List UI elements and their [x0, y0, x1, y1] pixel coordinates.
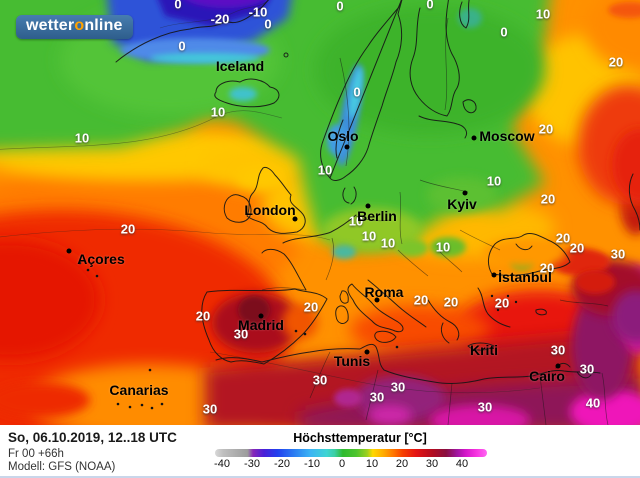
contour-label: 0 — [264, 16, 272, 32]
contour-label: 20 — [303, 299, 319, 315]
contour-label: 20 — [555, 230, 571, 246]
city-label: Oslo — [327, 128, 359, 144]
city-dot — [292, 216, 298, 222]
contour-label: 20 — [608, 54, 624, 70]
contour-label: 20 — [443, 294, 459, 310]
coastlines — [115, 0, 640, 384]
city-label: Kyiv — [447, 196, 477, 212]
city-dot — [471, 135, 477, 141]
city-label: Berlin — [357, 208, 397, 224]
contour-label: 40 — [585, 395, 601, 411]
model-run-label: Fr 00 +66h — [8, 448, 64, 460]
city-dot — [344, 144, 350, 150]
city-dot — [462, 190, 468, 196]
city-dot — [364, 349, 370, 355]
contour-label: 10 — [380, 235, 396, 251]
logo-text-part2: nline — [84, 17, 123, 34]
contour-label: 30 — [369, 389, 385, 405]
temperature-map[interactable]: 0 -10 -20 0 0 0 0 10 0 0 10 10 20 20 10 10 20 20 10 10 10 10 2… — [0, 0, 640, 425]
contour-label: 30 — [550, 342, 566, 358]
contour-label: 10 — [317, 162, 333, 178]
contour-label: 0 — [500, 24, 508, 40]
wetteronline-logo[interactable]: wetteronline — [16, 15, 133, 39]
legend-tick-label: -10 — [304, 458, 320, 470]
model-name-label: Modell: GFS (NOAA) — [8, 461, 116, 473]
contour-label: 10 — [486, 173, 502, 189]
contour-label: 0 — [426, 0, 434, 12]
legend-tick-label: 0 — [338, 458, 346, 470]
logo-accent-letter: o — [74, 17, 85, 34]
contour-label: 10 — [210, 104, 226, 120]
contour-label: 30 — [202, 401, 218, 417]
city-label: Açores — [77, 251, 125, 267]
city-dot — [555, 363, 561, 369]
legend-tick-label: 20 — [395, 458, 409, 470]
contour-label: 30 — [233, 326, 249, 342]
city-label: Tunis — [333, 353, 371, 369]
contour-label: 30 — [579, 361, 595, 377]
contour-label: 0 — [336, 0, 344, 14]
island-dots — [78, 261, 518, 410]
contour-label: 0 — [178, 38, 186, 54]
contour-label: 20 — [569, 240, 585, 256]
city-label: London — [244, 202, 296, 218]
city-dot — [365, 203, 371, 209]
valid-time-label: So, 06.10.2019, 12..18 UTC — [8, 430, 177, 445]
contour-label: 20 — [538, 121, 554, 137]
legend-title: Höchsttemperatur [°C] — [293, 431, 427, 445]
contour-label: 10 — [348, 213, 364, 229]
contour-label: 0 — [353, 84, 361, 100]
city-label: Canarias — [109, 382, 169, 398]
contour-label: 10 — [435, 239, 451, 255]
contour-label: 20 — [494, 295, 510, 311]
city-label: Moscow — [479, 128, 535, 144]
contour-label: 10 — [361, 228, 377, 244]
footer-bar: So, 06.10.2019, 12..18 UTC Fr 00 +66h Mo… — [0, 425, 640, 478]
contour-label: -20 — [210, 11, 230, 27]
contour-label: 10 — [535, 6, 551, 22]
contour-label: 20 — [120, 221, 136, 237]
contour-label: 20 — [539, 260, 555, 276]
legend-tick-label: -20 — [274, 458, 290, 470]
legend-tick-label: -40 — [214, 458, 230, 470]
logo-text-part1: wetter — [26, 17, 75, 34]
contour-label: 30 — [477, 399, 493, 415]
city-dot — [66, 248, 72, 254]
legend-tick-label: 10 — [365, 458, 379, 470]
contour-label: 20 — [413, 292, 429, 308]
city-label: Kriti — [470, 342, 498, 358]
legend-gradient-bar — [215, 449, 487, 457]
contour-label: -10 — [248, 4, 268, 20]
legend-tick-label: 30 — [425, 458, 439, 470]
legend-tick-label: 40 — [455, 458, 469, 470]
city-label: Roma — [364, 284, 404, 300]
city-label: Cairo — [529, 368, 565, 384]
legend-tick-label: -30 — [244, 458, 260, 470]
contour-label: 30 — [390, 379, 406, 395]
contour-label: 0 — [174, 0, 182, 12]
city-label: Iceland — [215, 58, 265, 74]
contour-label: 30 — [312, 372, 328, 388]
isotherm-lines — [0, 1, 541, 394]
contour-label: 20 — [195, 308, 211, 324]
city-dot — [258, 313, 264, 319]
contour-label: 10 — [74, 130, 90, 146]
city-dot — [374, 297, 380, 303]
city-label: Madrid — [238, 317, 284, 333]
contour-label: 20 — [540, 191, 556, 207]
contour-label: 30 — [610, 246, 626, 262]
city-label: İstanbul — [498, 269, 552, 285]
temperature-field-svg — [0, 0, 640, 425]
city-dot — [491, 272, 497, 278]
